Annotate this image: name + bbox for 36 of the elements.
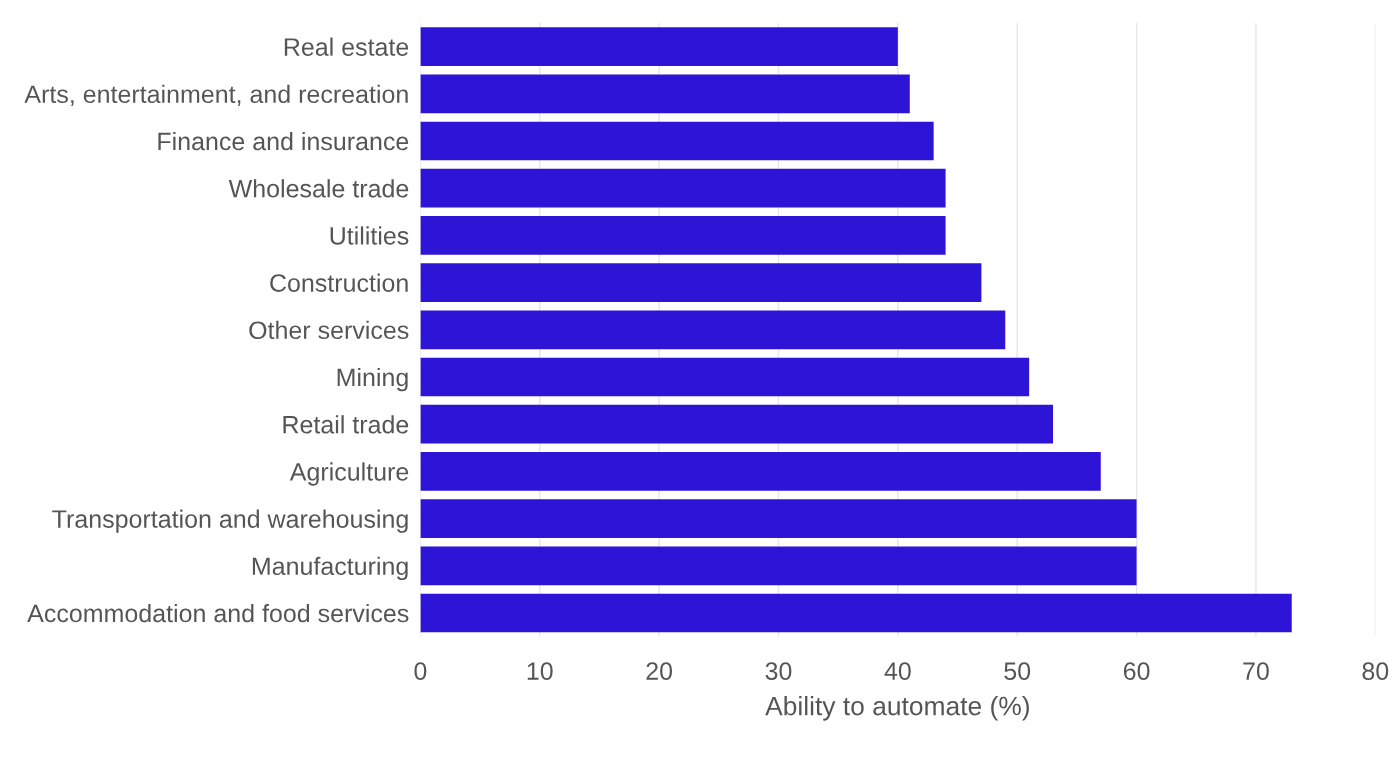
x-tick-label: 80 [1362, 662, 1389, 680]
y-tick-label: Mining [337, 367, 408, 392]
x-tick-label: 60 [1123, 662, 1150, 680]
x-axis-title: Ability to automate (%) [765, 696, 1029, 721]
x-tick-label: 10 [527, 662, 553, 680]
bar [420, 121, 934, 161]
bar [420, 74, 910, 114]
y-tick-label: Manufacturing [252, 556, 408, 581]
bar [420, 357, 1030, 397]
bar [420, 263, 982, 302]
y-tick-label: Agriculture [289, 462, 409, 486]
y-tick-label: Transportation and warehousing [52, 509, 408, 533]
x-tick-label: 30 [765, 662, 792, 680]
y-tick-label: Real estate [284, 37, 409, 56]
y-tick-label: Wholesale trade [228, 179, 409, 198]
bar [420, 216, 946, 255]
y-tick-label: Utilities [330, 226, 409, 245]
bar [420, 27, 898, 66]
y-tick-label: Arts, entertainment, and recreation [24, 84, 408, 107]
x-tick-label: 50 [1004, 662, 1031, 680]
bar [420, 168, 946, 208]
x-tick-label: 0 [414, 662, 427, 680]
bar [420, 546, 1137, 586]
bar [420, 499, 1137, 538]
bar [420, 593, 1292, 633]
y-tick-label: Accommodation and food services [27, 603, 409, 623]
x-tick-label: 70 [1243, 662, 1269, 680]
bar [420, 404, 1054, 444]
bar [420, 310, 1006, 350]
x-tick-label: 40 [884, 662, 911, 680]
y-tick-label: Retail trade [283, 415, 409, 434]
y-tick-label: Construction [270, 273, 408, 292]
bar [420, 452, 1101, 491]
y-tick-label: Finance and insurance [158, 131, 409, 151]
y-tick-label: Other services [249, 320, 409, 340]
x-tick-label: 20 [646, 662, 673, 680]
